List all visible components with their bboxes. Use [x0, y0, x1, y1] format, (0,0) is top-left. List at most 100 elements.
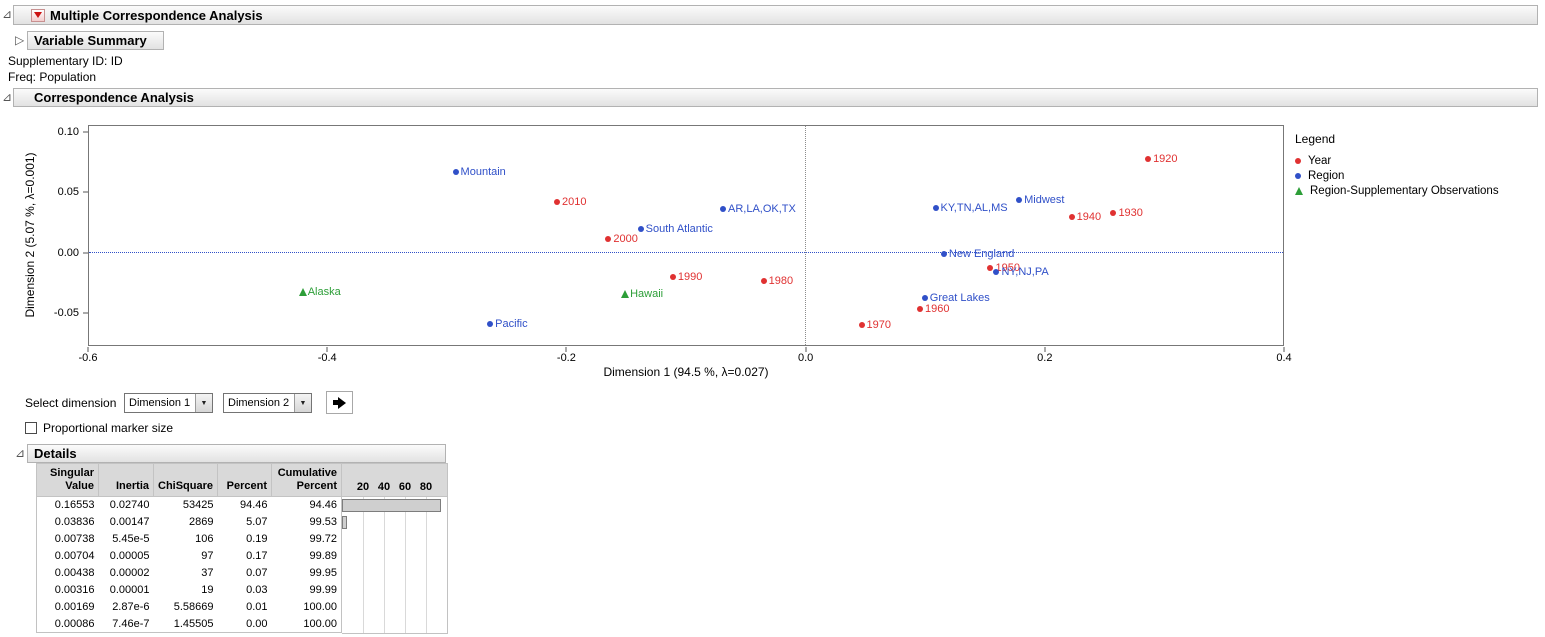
x-tick-mark — [1283, 347, 1285, 352]
x-tick-label: 0.0 — [797, 352, 814, 364]
table-row: 0.00704 0.00005 97 0.17 99.89 — [37, 548, 342, 565]
x-tick-mark — [565, 347, 567, 352]
data-point-midwest[interactable] — [1016, 196, 1023, 203]
plot-area[interactable]: 1920 1930 1940 1950 1960 1970 1980 1990 2000 2010… — [88, 125, 1284, 346]
data-point-alaska[interactable] — [298, 287, 307, 296]
table-cell: 5.07 — [246, 516, 268, 528]
column-header-singular-value: Singular Value — [36, 463, 99, 497]
select-dimension-label: Select dimension — [25, 396, 117, 410]
point-label-ky-tn-al-ms: KY,TN,AL,MS — [940, 202, 1008, 215]
table-cell: 0.07 — [246, 567, 268, 579]
data-point-1990[interactable] — [669, 274, 676, 281]
data-point-ky-tn-al-ms[interactable] — [932, 205, 939, 212]
point-label-1930: 1930 — [1118, 206, 1143, 219]
checkbox-label: Proportional marker size — [43, 421, 174, 435]
chevron-down-icon[interactable]: ▼ — [294, 394, 311, 412]
correspondence-disclosure-icon[interactable]: ⊿ — [2, 90, 13, 104]
data-point-great-lakes[interactable] — [921, 294, 928, 301]
bar-row — [342, 531, 447, 548]
data-point-1950[interactable] — [987, 264, 994, 271]
point-label-pacific: Pacific — [495, 318, 528, 331]
proportional-marker-size-checkbox[interactable]: Proportional marker size — [25, 421, 173, 435]
y-tick-label: 0.10 — [57, 125, 79, 138]
legend-item-region-supplementary-observations[interactable]: Region-Supplementary Observations — [1295, 183, 1499, 198]
variable-summary-disclosure-icon[interactable]: ▷ — [15, 33, 25, 47]
legend-item-year[interactable]: Year — [1295, 153, 1499, 168]
y-tick-label: 0.05 — [57, 186, 79, 199]
point-label-hawaii: Hawaii — [630, 288, 664, 301]
mca-title: Multiple Correspondence Analysis — [50, 7, 263, 23]
right-arrow-icon — [333, 400, 338, 405]
data-point-ar-la-ok-tx[interactable] — [720, 206, 726, 213]
table-row: 0.00316 0.00001 19 0.03 99.99 — [37, 582, 342, 599]
x-tick-label: -0.2 — [556, 352, 576, 364]
bar-row — [342, 582, 447, 599]
data-point-mountain[interactable] — [452, 169, 459, 176]
data-point-pacific[interactable] — [487, 321, 494, 328]
table-row: 0.00738 5.45e-5 106 0.19 99.72 — [37, 531, 342, 548]
mca-outline-header[interactable]: Multiple Correspondence Analysis — [13, 5, 1538, 25]
table-cell: 19 — [201, 584, 214, 596]
details-table: Singular Value Inertia ChiSquare Percent Cum… — [36, 463, 449, 634]
point-label-1950: 1950 — [995, 261, 1020, 274]
legend-item-region[interactable]: Region — [1295, 168, 1499, 183]
table-cell: 0.03 — [246, 584, 268, 596]
y-tick-label: -0.05 — [53, 306, 79, 319]
data-point-hawaii[interactable] — [621, 290, 630, 299]
data-point-2000[interactable] — [605, 236, 612, 243]
bar-row — [342, 548, 447, 565]
table-cell: 5.58669 — [173, 601, 214, 613]
legend: Legend Year Region Region-Supplementary Ob… — [1295, 132, 1499, 198]
legend-label: Region — [1308, 169, 1345, 182]
red-triangle-menu-icon[interactable] — [31, 8, 45, 22]
table-cell: 0.00 — [246, 617, 268, 630]
bar-row — [342, 599, 447, 616]
data-point-1960[interactable] — [917, 305, 924, 312]
data-point-new-england[interactable] — [940, 250, 947, 257]
table-cell: 0.00005 — [109, 550, 150, 562]
chevron-down-icon[interactable]: ▼ — [195, 394, 212, 412]
table-row: 0.00086 7.46e-7 1.45505 0.00 100.00 — [37, 616, 342, 633]
dimension-2-dropdown[interactable]: Dimension 2 ▼ — [223, 393, 312, 413]
bar-rows — [342, 497, 447, 633]
details-header[interactable]: Details — [27, 444, 446, 463]
variable-summary-header[interactable]: Variable Summary — [27, 31, 164, 50]
data-point-ny-nj-pa[interactable] — [993, 268, 1000, 275]
dimension-1-dropdown[interactable]: Dimension 1 ▼ — [124, 393, 213, 413]
data-point-2010[interactable] — [554, 199, 561, 206]
table-cell: 0.16553 — [54, 499, 95, 512]
bar-row — [342, 514, 447, 531]
data-point-1920[interactable] — [1145, 156, 1152, 163]
data-point-1980[interactable] — [760, 278, 767, 285]
table-cell: 0.02740 — [109, 499, 150, 512]
checkbox-box[interactable] — [25, 422, 37, 434]
data-point-1940[interactable] — [1068, 213, 1075, 220]
bar-gridline — [405, 497, 407, 633]
point-label-1920: 1920 — [1153, 153, 1178, 166]
percent-bar — [342, 499, 442, 512]
table-cell: 37 — [201, 567, 214, 579]
bar-axis-tick-label: 20 — [356, 481, 370, 493]
table-cell: 53425 — [182, 499, 214, 512]
mca-open-disclosure-icon[interactable]: ⊿ — [2, 7, 13, 21]
details-grid: Singular Value Inertia ChiSquare Percent Cum… — [36, 463, 343, 633]
table-cell: 0.00147 — [109, 516, 150, 528]
table-cell: 0.00002 — [109, 567, 150, 579]
correspondence-analysis-header[interactable]: Correspondence Analysis — [13, 88, 1538, 107]
details-disclosure-icon[interactable]: ⊿ — [15, 446, 26, 460]
y-tick-mark — [83, 252, 88, 254]
data-point-1970[interactable] — [858, 322, 865, 329]
apply-dimension-button[interactable] — [326, 391, 353, 414]
table-row: 0.16553 0.02740 53425 94.46 94.46 — [37, 497, 342, 514]
data-point-1930[interactable] — [1110, 209, 1117, 216]
table-cell: 0.00438 — [54, 567, 95, 579]
data-point-south-atlantic[interactable] — [637, 225, 644, 232]
table-cell: 5.45e-5 — [112, 533, 150, 545]
column-header-inertia: Inertia — [98, 463, 154, 497]
table-cell: 94.46 — [239, 499, 268, 512]
column-header-chisquare: ChiSquare — [152, 463, 219, 497]
x-tick-label: 0.4 — [1276, 352, 1292, 364]
bar-row — [342, 497, 447, 514]
point-label-2010: 2010 — [562, 196, 587, 209]
x-tick-label: -0.4 — [317, 352, 337, 364]
